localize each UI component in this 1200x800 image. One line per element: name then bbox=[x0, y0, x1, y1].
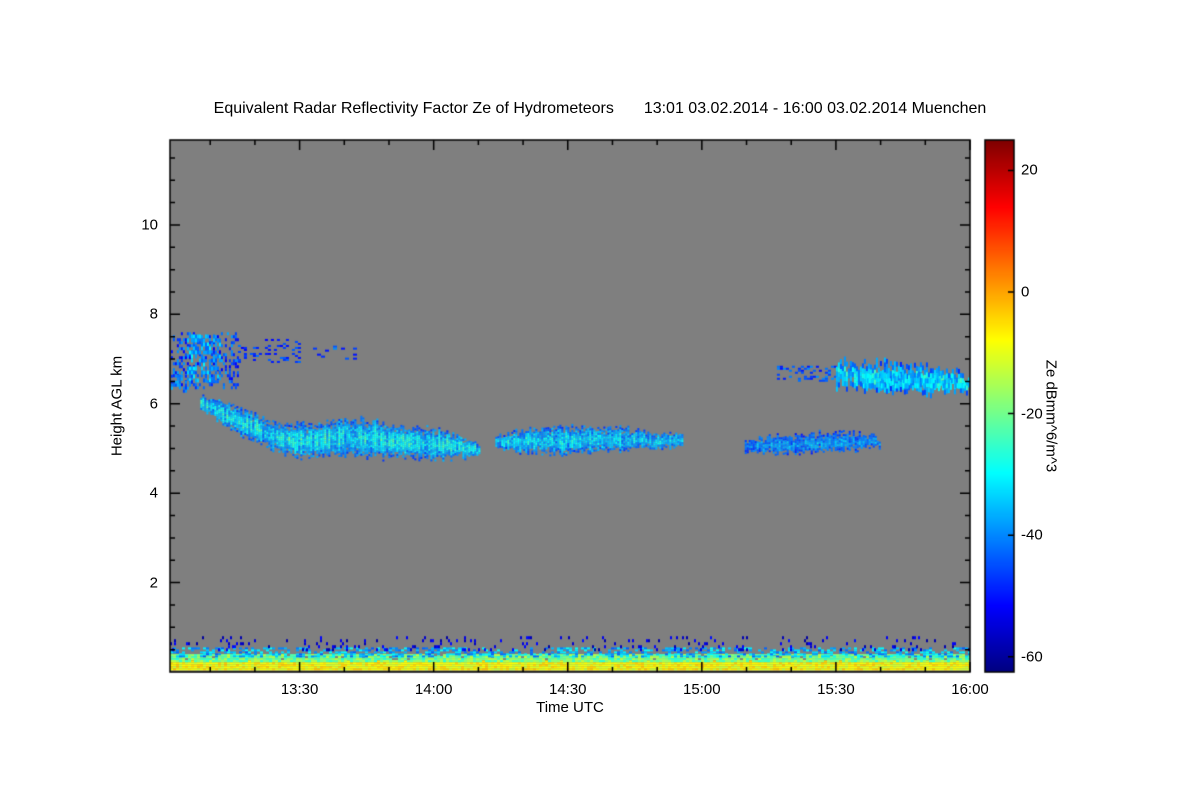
y-tick-label: 4 bbox=[149, 484, 158, 502]
y-tick-label: 2 bbox=[149, 574, 158, 592]
x-tick-label: 14:00 bbox=[414, 681, 453, 698]
chart-title-main: Equivalent Radar Reflectivity Factor Ze … bbox=[213, 100, 614, 117]
x-tick-label: 13:30 bbox=[280, 681, 319, 698]
colorbar-tick-label: -60 bbox=[1021, 648, 1043, 666]
chart-title-period: 13:01 03.02.2014 - 16:00 03.02.2014 Muen… bbox=[643, 100, 987, 117]
y-tick-label: 10 bbox=[141, 216, 158, 234]
x-tick-label: 15:30 bbox=[817, 681, 855, 698]
colorbar-tick-label: 0 bbox=[1021, 283, 1030, 301]
colorbar-tick-label: -40 bbox=[1021, 526, 1043, 544]
colorbar-tick-label: 20 bbox=[1021, 161, 1038, 179]
x-axis-title: Time UTC bbox=[536, 699, 604, 716]
colorbar-title: Ze dBmm^6/m^3 bbox=[1042, 359, 1060, 473]
chart-title: Equivalent Radar Reflectivity Factor Ze … bbox=[0, 100, 1200, 118]
x-tick-label: 14:30 bbox=[548, 681, 587, 698]
y-axis-title: Height AGL km bbox=[108, 355, 126, 457]
colorbar-tick-label: -20 bbox=[1021, 405, 1043, 423]
x-tick-label: 16:00 bbox=[951, 681, 989, 698]
y-tick-label: 6 bbox=[149, 395, 158, 413]
y-tick-label: 8 bbox=[149, 305, 158, 323]
x-tick-label: 15:00 bbox=[683, 681, 721, 698]
